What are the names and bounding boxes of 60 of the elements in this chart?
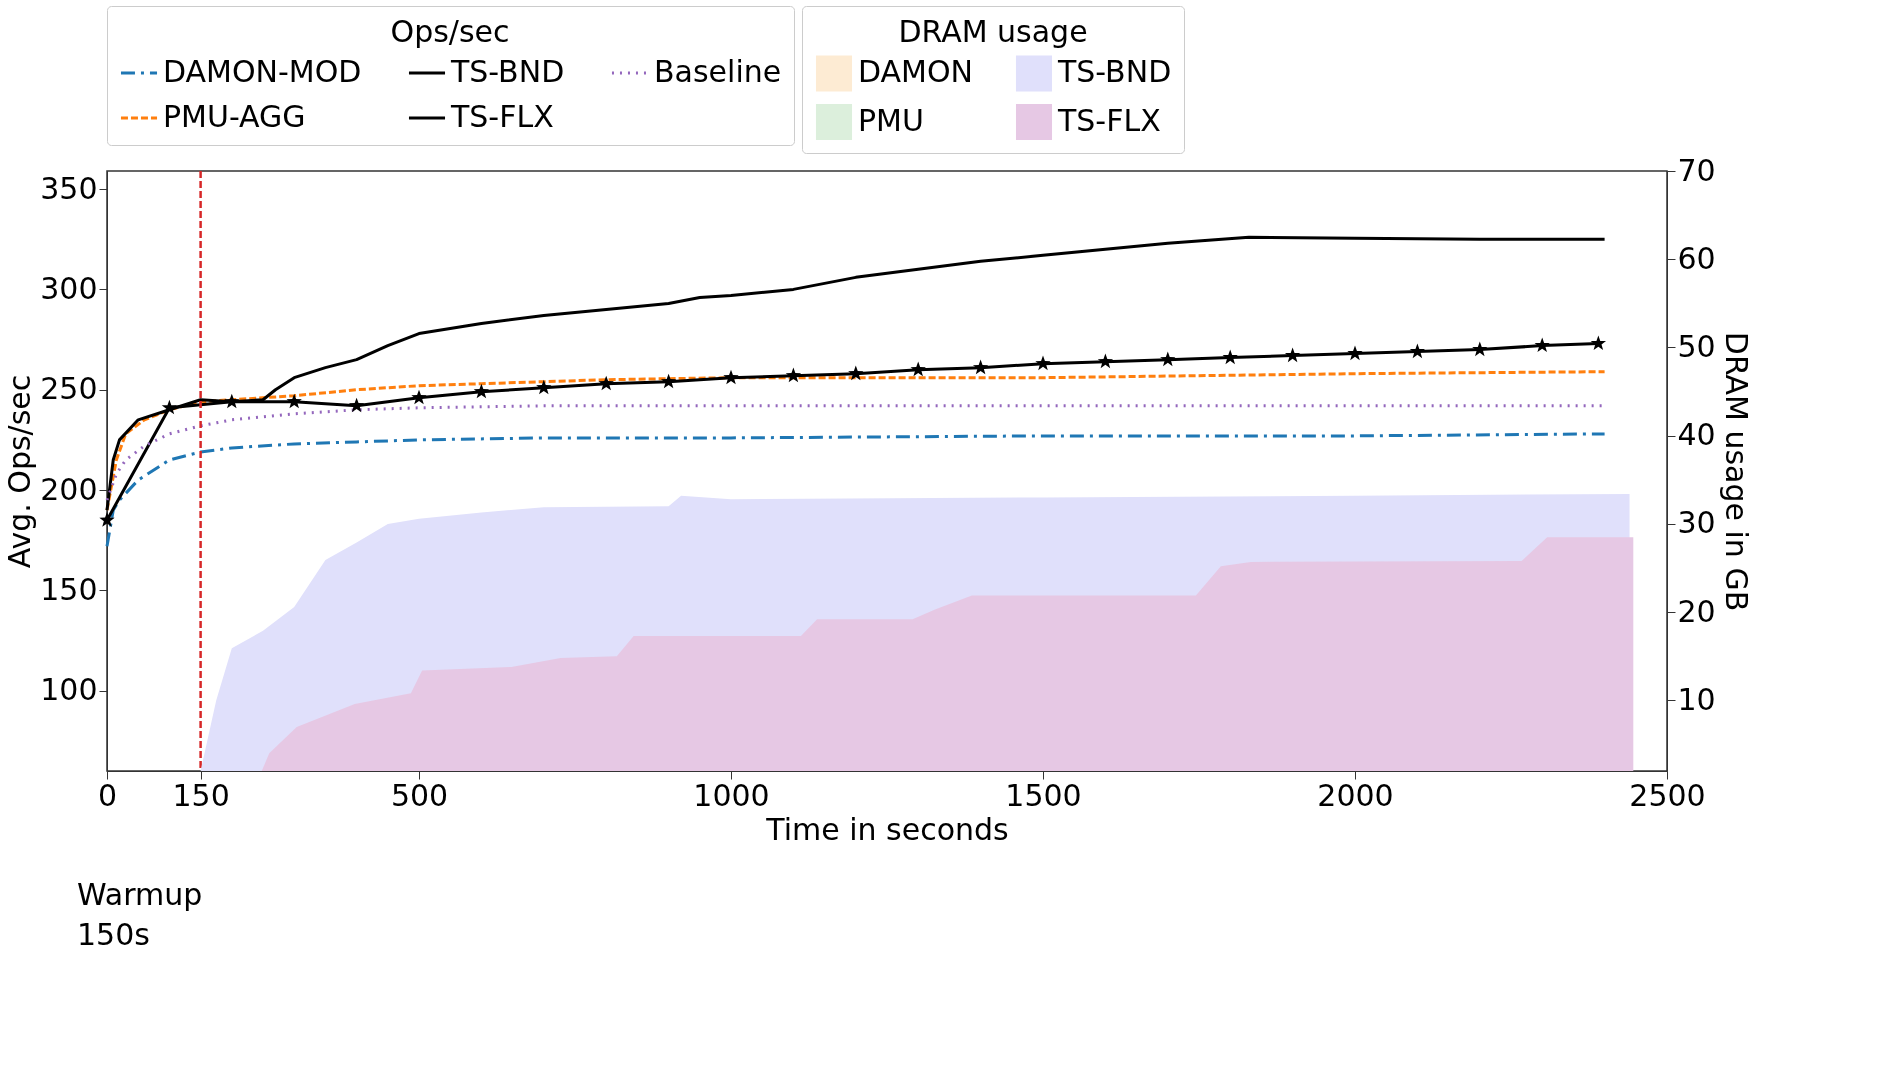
point — [224, 393, 240, 409]
point — [286, 393, 302, 409]
y2-tick-label: 10 — [1677, 681, 1716, 717]
point — [1590, 335, 1607, 351]
x-axis-title: Time in seconds — [765, 811, 1009, 847]
y2-tick-label: 70 — [1677, 152, 1716, 188]
y2-axis-title: DRAM usage in GB — [1718, 331, 1754, 612]
legend-label: PMU — [858, 103, 924, 138]
y2-tick-label: 50 — [1677, 328, 1716, 364]
point — [536, 379, 552, 395]
legend-label: Baseline — [654, 54, 782, 89]
point — [1035, 355, 1051, 371]
y2-tick-label: 60 — [1677, 240, 1716, 276]
point — [1284, 347, 1301, 363]
point — [848, 365, 864, 381]
legend-label: DAMON-MOD — [163, 54, 362, 89]
point — [972, 359, 989, 375]
x-tick-label: 2500 — [1629, 777, 1706, 813]
x-tick-label: 500 — [390, 777, 449, 813]
legend-label: TS-BND — [450, 54, 565, 89]
y-tick-label: 150 — [40, 571, 98, 607]
point — [910, 361, 926, 377]
text: Ops/sec — [390, 14, 510, 49]
point — [1347, 345, 1363, 361]
legend-label: DAMON — [858, 54, 974, 90]
point — [1160, 351, 1176, 367]
y-tick-label: 250 — [40, 371, 98, 407]
x-tick-label: 0 — [97, 777, 118, 813]
y2-tick-label: 20 — [1677, 593, 1716, 629]
point — [161, 399, 178, 415]
point — [99, 512, 115, 527]
point — [1409, 343, 1426, 359]
legend-label: TS-FLX — [450, 99, 554, 134]
point — [1472, 341, 1488, 357]
x-tick-label: 150 — [172, 777, 230, 813]
x-tick-label: 2000 — [1317, 777, 1394, 813]
text: Warmup 150s — [77, 877, 203, 952]
y-tick-label: 350 — [40, 170, 98, 206]
y-tick-label: 100 — [40, 672, 98, 708]
y-tick-label: 300 — [40, 270, 98, 306]
point — [1097, 353, 1114, 369]
point — [598, 375, 614, 391]
y-axis-title: Avg. Ops/sec — [2, 374, 38, 569]
point — [473, 383, 490, 399]
point — [723, 369, 739, 385]
x-tick-label: 1000 — [693, 777, 770, 813]
y2-tick-label: 30 — [1677, 505, 1716, 541]
point — [660, 373, 677, 389]
point — [411, 389, 427, 405]
point — [1534, 337, 1550, 353]
legend-label: TS-FLX — [1057, 103, 1161, 138]
y-tick-label: 200 — [40, 471, 98, 507]
point — [348, 397, 365, 413]
point — [785, 367, 802, 383]
text: DRAM usage — [898, 14, 1088, 49]
legend-label: PMU-AGG — [163, 99, 306, 134]
x-tick-label: 1500 — [1005, 777, 1082, 813]
legend-label: TS-BND — [1057, 54, 1172, 90]
point — [1222, 349, 1238, 365]
y2-tick-label: 40 — [1677, 417, 1716, 453]
